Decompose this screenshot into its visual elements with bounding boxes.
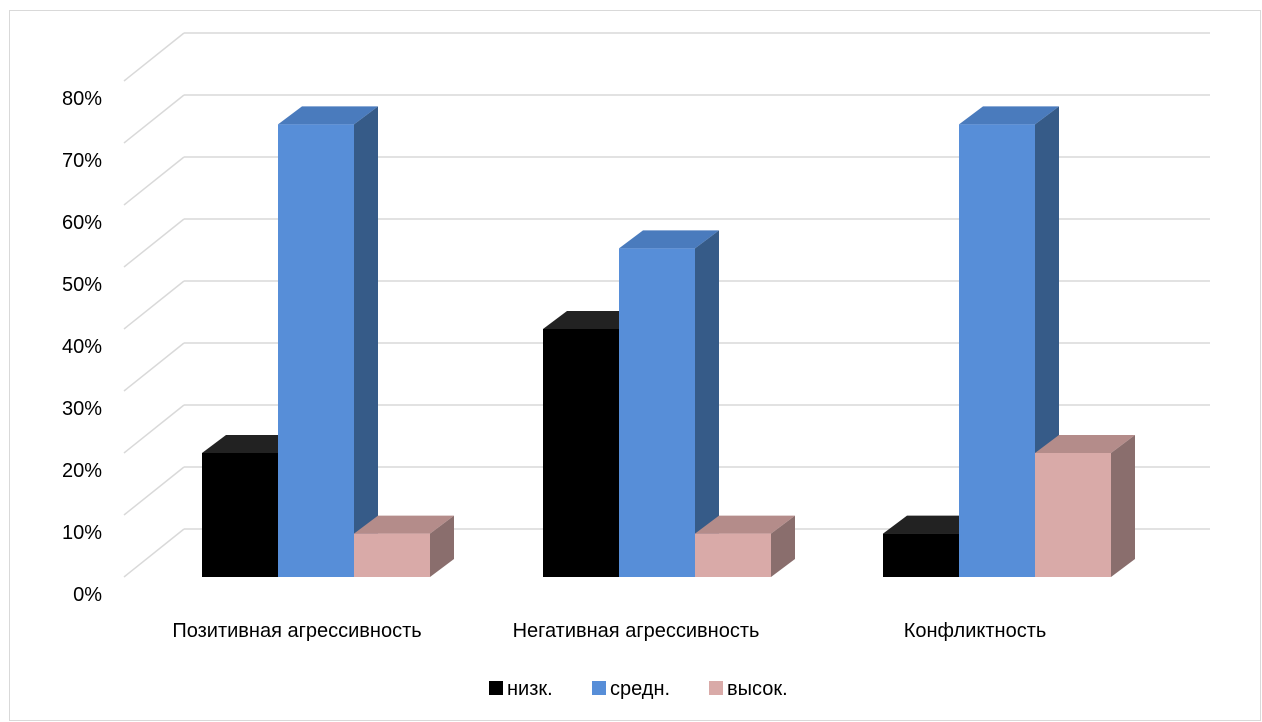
bar-top: [278, 106, 378, 125]
y-axis-ticks: 0% 10% 20% 30% 40% 50% 60% 70% 80%: [62, 88, 102, 606]
legend: низк. средн. высок.: [489, 678, 788, 700]
bar-front: [619, 248, 695, 577]
legend-label: высок.: [727, 678, 788, 700]
bar-top: [202, 435, 302, 453]
bar-side: [1111, 435, 1135, 577]
y-tick-label: 30%: [62, 398, 102, 420]
legend-item: высок.: [709, 678, 788, 700]
bar: [619, 230, 719, 577]
legend-swatch: [592, 681, 606, 695]
bar-front: [202, 453, 278, 577]
bar-top: [543, 311, 643, 329]
bar-top: [354, 515, 454, 534]
gridline-diagonal: [123, 280, 185, 330]
legend-swatch: [709, 681, 723, 695]
legend-label: низк.: [507, 678, 553, 700]
y-tick-label: 10%: [62, 522, 102, 544]
bar: [354, 515, 454, 577]
gridline-diagonal: [123, 218, 185, 268]
gridline-diagonal: [123, 342, 185, 392]
bar-side: [354, 106, 378, 578]
y-tick-label: 20%: [62, 460, 102, 482]
y-tick-label: 0%: [73, 584, 102, 606]
bar-top: [695, 515, 795, 534]
gridline-diagonal: [123, 94, 185, 144]
bar: [1035, 435, 1135, 577]
bar-side: [771, 515, 795, 577]
bar-front: [543, 329, 619, 577]
bar-front: [959, 124, 1035, 578]
gridline-diagonal: [123, 466, 185, 516]
gridline-diagonal: [123, 528, 185, 578]
y-tick-label: 60%: [62, 212, 102, 234]
bar-top: [1035, 435, 1135, 453]
category-labels: Позитивная агрессивность Негативная агрес…: [172, 620, 1046, 642]
bar: [959, 106, 1059, 578]
bar-side: [430, 515, 454, 577]
bar-front: [695, 533, 771, 577]
gridline-diagonal: [123, 156, 185, 206]
legend-label: средн.: [610, 678, 670, 700]
y-tick-label: 50%: [62, 274, 102, 296]
x-tick-label: Позитивная агрессивность: [172, 620, 421, 642]
legend-swatch: [489, 681, 503, 695]
bar-top: [619, 230, 719, 249]
gridline-diagonal: [123, 404, 185, 454]
y-tick-label: 70%: [62, 150, 102, 172]
bar-front: [1035, 453, 1111, 577]
y-tick-label: 80%: [62, 88, 102, 110]
bar: [695, 515, 795, 577]
gridline-diagonal: [123, 32, 185, 82]
bar: [278, 106, 378, 578]
y-tick-label: 40%: [62, 336, 102, 358]
bar-top: [959, 106, 1059, 125]
bars: [202, 106, 1135, 578]
x-tick-label: Конфликтность: [904, 620, 1047, 642]
bar-front: [278, 124, 354, 578]
bar-front: [354, 533, 430, 577]
bar-top: [883, 515, 983, 534]
legend-item: низк.: [489, 678, 553, 700]
legend-item: средн.: [592, 678, 670, 700]
x-tick-label: Негативная агрессивность: [513, 620, 760, 642]
bar-front: [883, 533, 959, 577]
bar-side: [695, 230, 719, 577]
